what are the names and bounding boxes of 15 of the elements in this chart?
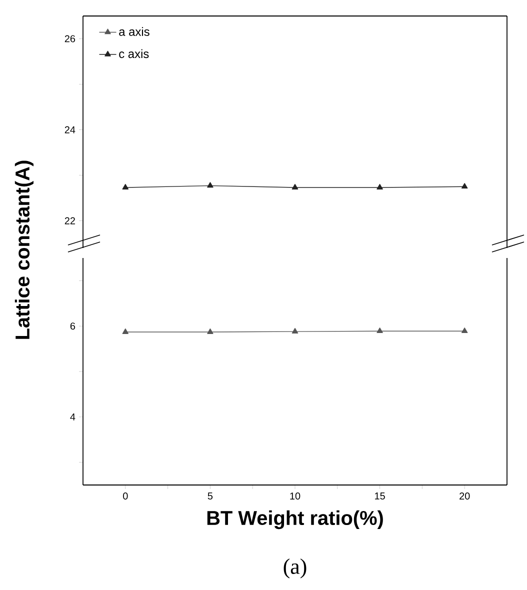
y-tick-label: 6	[70, 322, 76, 330]
legend-label: a axis	[119, 27, 150, 36]
text: (a)	[284, 558, 306, 578]
y-axis-title: Lattice constant(A)	[14, 160, 34, 339]
y-tick-label: 22	[64, 217, 75, 224]
x-tick-label: 5	[208, 492, 213, 500]
x-tick-label: 0	[123, 492, 128, 500]
y-tick-label: 24	[64, 126, 76, 134]
x-tick-label: 10	[290, 492, 300, 500]
x-tick-label: 15	[375, 492, 385, 500]
x-tick-label: 20	[460, 492, 470, 500]
y-tick-label: 26	[64, 35, 76, 42]
legend-label: c axis	[119, 49, 149, 58]
x-axis-title: BT Weight ratio(%)	[207, 510, 383, 530]
y-tick-label: 4	[70, 413, 76, 420]
